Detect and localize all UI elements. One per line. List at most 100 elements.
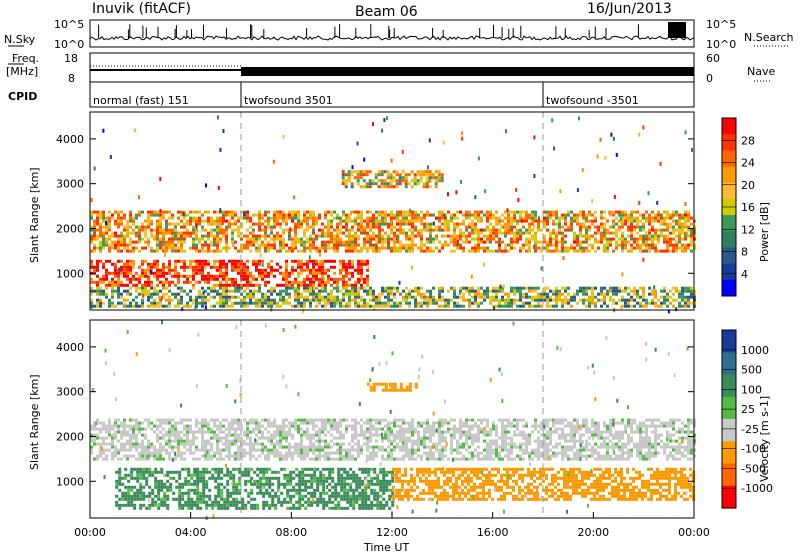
heatmap-cell	[123, 428, 126, 431]
heatmap-cell	[159, 272, 162, 275]
heatmap-cell	[93, 458, 96, 461]
heatmap-cell	[390, 173, 393, 176]
heatmap-cell	[510, 458, 513, 461]
heatmap-cell	[423, 173, 426, 176]
heatmap-cell	[327, 244, 330, 247]
heatmap-cell	[429, 226, 432, 229]
heatmap-cell	[249, 275, 252, 278]
heatmap-cell	[483, 419, 486, 422]
heatmap-cell	[225, 229, 228, 232]
heatmap-cell	[399, 302, 402, 305]
heatmap-cell	[540, 229, 543, 232]
heatmap-cell	[354, 419, 357, 422]
heatmap-cell	[111, 458, 114, 461]
heatmap-cell	[141, 305, 144, 308]
heatmap-cell	[537, 305, 540, 308]
heatmap-cell	[495, 428, 498, 431]
heatmap-cell	[504, 250, 507, 253]
heatmap-cell	[297, 287, 300, 290]
heatmap-cell	[633, 229, 636, 232]
heatmap-cell	[93, 290, 96, 293]
heatmap-cell	[600, 226, 603, 229]
heatmap-cell	[366, 449, 369, 452]
heatmap-cell	[423, 452, 426, 455]
heatmap-cell	[267, 211, 270, 214]
heatmap-cell	[99, 452, 102, 455]
heatmap-cell	[330, 247, 333, 250]
heatmap-cell	[249, 238, 252, 241]
heatmap-cell	[498, 305, 501, 308]
heatmap-cell	[354, 305, 357, 308]
heatmap-cell	[360, 296, 363, 299]
heatmap-cell	[438, 293, 441, 296]
heatmap-cell	[93, 244, 96, 247]
heatmap-cell	[135, 272, 138, 275]
heatmap-cell	[597, 226, 600, 229]
heatmap-cell	[294, 278, 297, 281]
heatmap-cell	[231, 422, 234, 425]
heatmap-cell	[654, 250, 657, 253]
heatmap-cell	[312, 266, 315, 269]
heatmap-cell	[327, 275, 330, 278]
heatmap-cell	[369, 235, 372, 238]
heatmap-cell	[147, 422, 150, 425]
heatmap-cell	[396, 425, 399, 428]
heatmap-cell	[297, 290, 300, 293]
heatmap-cell	[228, 446, 231, 449]
heatmap-cell	[447, 431, 450, 434]
heatmap-cell	[270, 290, 273, 293]
heatmap-cell	[126, 275, 129, 278]
heatmap-cell	[387, 290, 390, 293]
heatmap-cell	[309, 440, 312, 443]
heatmap-cell	[243, 275, 246, 278]
heatmap-cell	[390, 449, 393, 452]
nave-label: Nave	[747, 65, 775, 78]
heatmap-cell	[210, 232, 213, 235]
heatmap-cell	[330, 419, 333, 422]
heatmap-cell	[327, 419, 330, 422]
heatmap-cell	[405, 185, 408, 188]
heatmap-cell	[264, 281, 267, 284]
heatmap-cell	[411, 425, 414, 428]
heatmap-cell	[691, 148, 693, 152]
heatmap-cell	[348, 296, 351, 299]
heatmap-cell	[261, 425, 264, 428]
heatmap-cell	[465, 229, 468, 232]
heatmap-cell	[174, 305, 177, 308]
heatmap-cell	[132, 425, 135, 428]
heatmap-cell	[348, 235, 351, 238]
heatmap-cell	[354, 238, 357, 241]
heatmap-cell	[273, 431, 276, 434]
heatmap-cell	[456, 446, 459, 449]
heatmap-cell	[363, 247, 366, 250]
heatmap-cell	[297, 305, 300, 308]
heatmap-cell	[549, 232, 552, 235]
heatmap-cell	[461, 131, 463, 135]
heatmap-cell	[120, 458, 123, 461]
heatmap-cell	[249, 449, 252, 452]
heatmap-cell	[351, 275, 354, 278]
heatmap-cell	[264, 220, 267, 223]
heatmap-cell	[390, 443, 393, 446]
heatmap-cell	[225, 302, 228, 305]
heatmap-cell	[378, 299, 381, 302]
heatmap-cell	[162, 244, 165, 247]
heatmap-cell	[237, 296, 240, 299]
heatmap-cell	[246, 305, 249, 308]
heatmap-cell	[207, 223, 210, 226]
heatmap-cell	[465, 425, 468, 428]
heatmap-cell	[270, 266, 273, 269]
heatmap-cell	[120, 235, 123, 238]
heatmap-cell	[456, 428, 459, 431]
heatmap-cell	[684, 290, 687, 293]
heatmap-cell	[534, 235, 537, 238]
heatmap-cell	[279, 296, 282, 299]
heatmap-cell	[690, 244, 693, 247]
heatmap-cell	[498, 250, 501, 253]
heatmap-cell	[293, 244, 295, 248]
heatmap-cell	[654, 296, 657, 299]
heatmap-cell	[189, 217, 192, 220]
heatmap-cell	[393, 419, 396, 422]
heatmap-cell	[429, 173, 432, 176]
heatmap-cell	[114, 241, 117, 244]
